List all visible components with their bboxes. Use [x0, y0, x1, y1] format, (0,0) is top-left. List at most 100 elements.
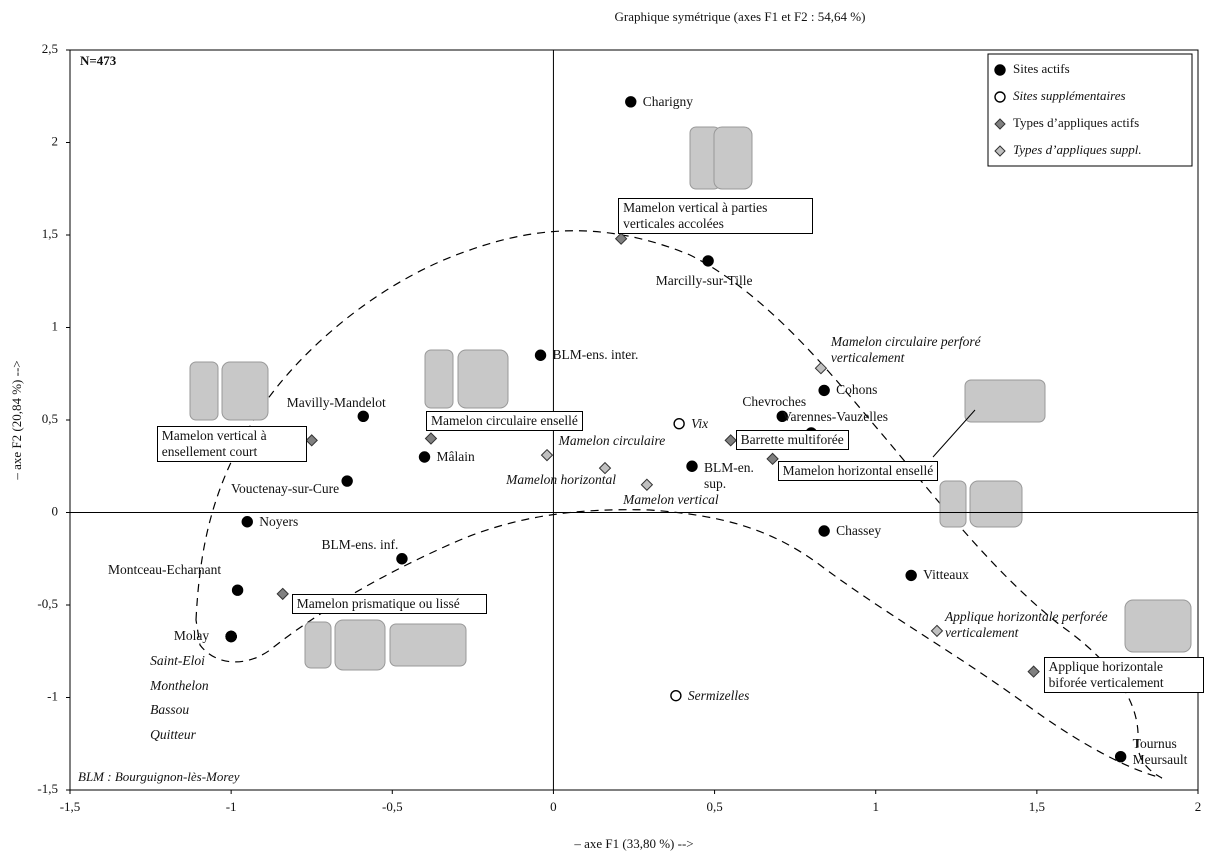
- site-marker: [625, 96, 637, 108]
- site-marker: [670, 689, 682, 702]
- site-marker: [241, 516, 253, 528]
- icon: [969, 480, 1023, 528]
- type-marker: [276, 587, 289, 601]
- type-marker: [614, 232, 628, 245]
- site-marker: [905, 569, 917, 582]
- type-marker: [598, 461, 612, 475]
- point-label: Mamelon vertical à ensellement court: [156, 426, 307, 463]
- leader-line: [932, 409, 976, 458]
- legend-label: Sites supplémentaires: [1013, 88, 1126, 103]
- point-label: Marcilly-sur-Tille: [655, 272, 753, 288]
- point-label: Applique horizontale perforée verticalem…: [944, 608, 1108, 640]
- x-tick-label: -1,5: [60, 799, 81, 814]
- site-marker: [534, 349, 547, 361]
- site-marker: [418, 451, 431, 463]
- point-label: Montceau-Echarnant: [107, 562, 222, 578]
- point-label: Mavilly-Mandelot: [286, 395, 386, 411]
- legend-marker: [994, 118, 1006, 130]
- type-marker: [766, 452, 779, 466]
- icon: [713, 126, 753, 190]
- x-tick-label: 0: [550, 799, 557, 814]
- dashed-envelope: [195, 230, 1163, 779]
- x-axis-label: – axe F1 (33,80 %) -->: [573, 836, 693, 851]
- type-marker: [1027, 665, 1040, 678]
- y-tick-label: -1,5: [37, 781, 58, 796]
- point-label: Mamelon vertical à parties verticales ac…: [618, 197, 814, 234]
- y-tick-label: 1: [52, 318, 59, 333]
- site-marker: [231, 584, 244, 596]
- x-tick-label: 1: [872, 799, 879, 814]
- icon: [1124, 599, 1192, 653]
- point-label: Barrette multiforée: [735, 430, 849, 451]
- point-label: Vitteaux: [923, 567, 969, 583]
- site-marker: [396, 553, 408, 565]
- y-axis-label: – axe F2 (20,84 %) -->: [9, 360, 24, 480]
- x-tick-label: -0,5: [382, 799, 403, 814]
- legend-label: Types d’appliques actifs: [1013, 115, 1139, 130]
- y-tick-label: 0,5: [42, 411, 58, 426]
- y-tick-label: -1: [47, 688, 58, 703]
- point-label: Mamelon circulaire: [558, 433, 666, 449]
- point-label: Chassey: [836, 523, 882, 538]
- point-label: Charigny: [642, 93, 694, 109]
- point-label: Noyers: [259, 513, 299, 529]
- y-tick-label: 1,5: [42, 226, 58, 241]
- icon: [424, 349, 454, 409]
- point-label: Mamelon circulaire ensellé: [425, 410, 583, 431]
- point-label: Molay: [173, 628, 210, 644]
- point-label: Quitteur: [150, 727, 196, 743]
- site-marker: [776, 410, 788, 422]
- point-label: Varennes-Vauzelles: [782, 408, 888, 424]
- point-label: Mâlain: [436, 449, 475, 464]
- site-marker: [818, 525, 830, 537]
- point-label: Mamelon horizontal: [506, 472, 616, 488]
- y-tick-label: 2,5: [42, 41, 58, 56]
- point-label: Mamelon horizontal ensellé: [777, 460, 939, 481]
- point-label: BLM-ens. inf.: [321, 536, 399, 552]
- point-label: Vouctenay-sur-Cure: [230, 481, 340, 497]
- y-tick-label: 2: [52, 133, 59, 148]
- legend-marker: [994, 145, 1006, 157]
- chart-title: Graphique symétrique (axes F1 et F2 : 54…: [615, 9, 866, 24]
- site-marker: [818, 384, 830, 397]
- type-marker: [540, 448, 554, 462]
- site-marker: [357, 410, 369, 422]
- icon: [457, 349, 509, 409]
- icon: [389, 623, 467, 667]
- abbrev-note: BLM : Bourguignon-lès-Morey: [78, 769, 240, 784]
- point-label: Applique horizontale biforée verticaleme…: [1043, 656, 1204, 693]
- legend-marker: [994, 91, 1006, 103]
- n-annotation: N=473: [80, 53, 117, 68]
- site-marker: [225, 630, 237, 643]
- type-marker: [724, 434, 737, 447]
- icon: [939, 480, 967, 528]
- legend-label: Sites actifs: [1013, 61, 1070, 76]
- type-marker: [305, 434, 318, 447]
- point-label: Bassou: [150, 702, 190, 718]
- point-label: BLM-ens. inter.: [552, 347, 639, 363]
- x-tick-label: -1: [226, 799, 237, 814]
- y-tick-label: 0: [52, 503, 59, 518]
- point-label: Vix: [691, 415, 709, 431]
- site-marker: [341, 475, 353, 487]
- point-label: Mamelon prismatique ou lissé: [291, 593, 487, 614]
- point-label: Tournus Meursault: [1132, 735, 1188, 767]
- legend-label: Types d’appliques suppl.: [1013, 142, 1142, 157]
- y-tick-label: -0,5: [37, 596, 58, 611]
- icon: [221, 361, 269, 421]
- site-marker: [1114, 751, 1127, 763]
- x-tick-label: 1,5: [1029, 799, 1045, 814]
- icon: [304, 621, 332, 669]
- point-label: Sermizelles: [687, 687, 750, 703]
- icon: [189, 361, 219, 421]
- point-label: BLM-en. sup.: [704, 460, 754, 492]
- site-marker: [702, 255, 714, 267]
- site-marker: [686, 460, 698, 472]
- type-marker: [814, 361, 828, 375]
- x-tick-label: 0,5: [706, 799, 722, 814]
- legend-marker: [994, 64, 1006, 76]
- type-marker: [640, 478, 654, 491]
- icons: [189, 126, 1192, 671]
